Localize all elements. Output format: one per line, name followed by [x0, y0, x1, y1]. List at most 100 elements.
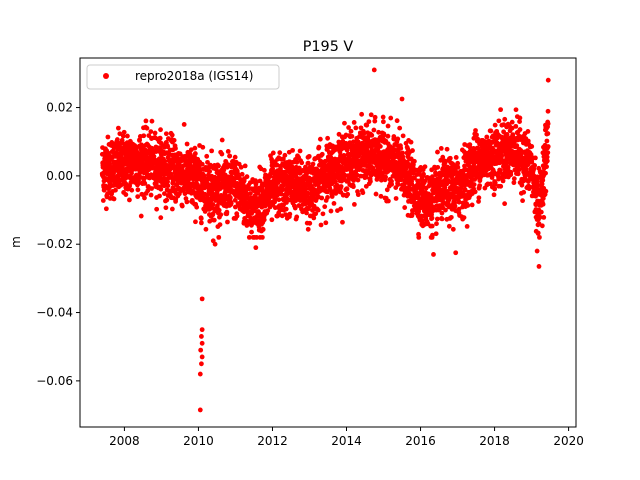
data-point: [179, 203, 185, 209]
data-point: [433, 172, 439, 178]
data-point: [446, 223, 452, 229]
data-point: [491, 192, 497, 198]
data-point: [475, 145, 481, 151]
data-point: [100, 198, 106, 203]
data-point: [135, 194, 141, 200]
data-point: [216, 234, 222, 240]
data-point: [346, 125, 351, 130]
data-point: [192, 145, 198, 151]
data-point: [368, 179, 373, 184]
data-point: [499, 154, 504, 159]
data-point: [378, 177, 384, 183]
data-point: [225, 149, 231, 154]
data-point: [117, 131, 123, 137]
data-point: [455, 165, 461, 170]
data-point: [513, 123, 519, 129]
data-point: [541, 215, 547, 220]
data-point: [439, 210, 445, 216]
data-point: [431, 252, 436, 257]
data-point: [204, 153, 210, 159]
data-point: [157, 193, 162, 199]
data-point: [429, 215, 435, 221]
legend: repro2018a (IGS14): [86, 64, 280, 90]
data-point: [453, 155, 459, 160]
data-point: [318, 222, 324, 228]
data-point: [142, 181, 148, 186]
data-point: [378, 193, 384, 199]
data-point: [323, 220, 329, 226]
data-point: [422, 164, 428, 170]
data-point: [353, 125, 359, 131]
data-point: [537, 234, 542, 240]
data-point: [462, 187, 468, 193]
data-point: [338, 184, 344, 189]
data-point: [517, 127, 523, 132]
data-point: [192, 151, 198, 156]
data-point: [397, 125, 403, 131]
data-point: [125, 133, 130, 139]
data-point: [477, 183, 483, 189]
data-point: [315, 207, 321, 213]
data-point: [325, 135, 331, 141]
data-point: [242, 163, 248, 169]
data-point: [444, 146, 450, 152]
data-point: [492, 122, 498, 128]
data-point: [344, 186, 350, 192]
data-point: [543, 188, 549, 194]
data-point: [545, 108, 551, 114]
data-point: [322, 204, 328, 210]
y-tick-label: 0.00: [46, 169, 73, 183]
data-point: [461, 215, 467, 221]
data-point: [383, 174, 389, 180]
data-point: [306, 153, 312, 159]
data-point: [157, 135, 163, 141]
data-point: [145, 188, 151, 194]
data-point: [533, 155, 538, 161]
data-point: [342, 120, 347, 126]
data-point: [165, 179, 170, 185]
data-point: [400, 150, 405, 156]
data-point: [199, 161, 205, 167]
data-point: [127, 197, 132, 203]
data-point: [434, 216, 440, 222]
data-point: [282, 152, 288, 158]
data-point: [538, 209, 544, 215]
data-point: [313, 211, 319, 217]
data-point: [442, 185, 448, 191]
data-point: [545, 121, 551, 127]
data-point: [305, 226, 311, 232]
data-point: [341, 153, 347, 158]
y-axis-label: m: [9, 236, 23, 248]
data-point: [388, 115, 394, 121]
data-point: [509, 119, 515, 125]
data-point: [181, 122, 187, 127]
data-point: [521, 189, 527, 195]
data-point: [120, 133, 126, 139]
data-point: [149, 186, 155, 191]
data-point: [111, 196, 117, 202]
data-point: [435, 149, 440, 155]
data-point: [471, 135, 477, 141]
data-point: [476, 195, 482, 201]
x-tick-label: 2020: [553, 434, 584, 448]
data-point: [331, 200, 337, 206]
data-point: [316, 144, 322, 150]
data-point: [227, 153, 233, 159]
data-point: [277, 150, 283, 156]
data-point: [476, 199, 481, 204]
data-point: [488, 128, 494, 134]
data-point: [517, 115, 523, 121]
data-point: [232, 154, 238, 160]
y-tick-label: 0.02: [46, 101, 73, 115]
data-point: [393, 196, 399, 201]
data-point: [311, 215, 317, 221]
data-point: [385, 123, 391, 129]
data-point: [429, 223, 435, 229]
data-point: [294, 159, 300, 165]
data-point: [260, 227, 266, 233]
data-point: [199, 340, 205, 346]
data-point: [136, 180, 142, 185]
data-point: [502, 201, 508, 207]
data-point: [184, 199, 190, 205]
data-point: [529, 159, 535, 165]
